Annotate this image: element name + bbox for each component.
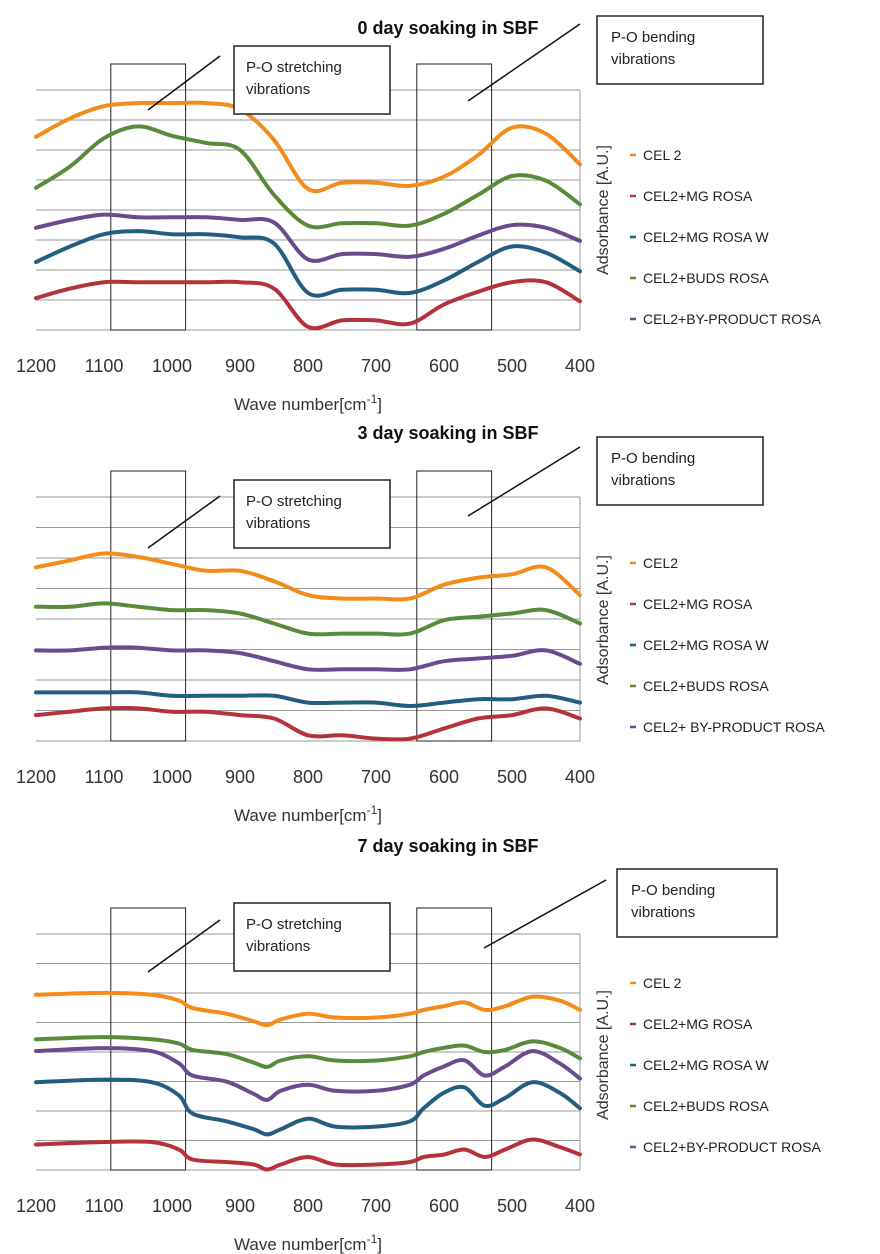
x-axis-label: Wave number[cm-1] — [234, 1232, 382, 1254]
bending-callout-text: P-O bending — [611, 29, 695, 46]
bending-callout-text: vibrations — [631, 904, 695, 921]
stretching-callout-line — [147, 495, 221, 549]
bending-callout-box — [616, 868, 778, 938]
bending-band — [416, 63, 493, 331]
series-line-4 — [34, 1046, 582, 1102]
x-tick-label: 700 — [361, 1196, 391, 1216]
stretching-callout-text: P-O stretching — [246, 59, 342, 76]
stretching-callout-text: P-O stretching — [246, 916, 342, 933]
chart-panel-2: 7 day soaking in SBF 1200 1100 1000 900 800 70… — [16, 836, 821, 1254]
bending-callout-text: P-O bending — [611, 450, 695, 467]
x-tick-label: 900 — [225, 1196, 255, 1216]
x-tick-label: 1100 — [85, 1196, 124, 1216]
stretching-band — [110, 470, 187, 742]
stretching-callout-text: P-O stretching — [246, 493, 342, 510]
legend-label: CEL2+MG ROSA W — [643, 637, 769, 653]
x-tick-label: 500 — [497, 1196, 527, 1216]
x-tick-label: 800 — [293, 356, 323, 376]
x-tick-label: 1000 — [152, 767, 192, 787]
bending-callout-box — [596, 15, 764, 85]
x-tick-label: 400 — [565, 356, 595, 376]
chart-panel-0: 0 day soaking in SBF 1200 1100 1000 900 800 70… — [16, 15, 821, 414]
bending-callout-line — [467, 446, 581, 517]
chart-title: 0 day soaking in SBF — [357, 18, 538, 38]
x-tick-label: 1000 — [152, 356, 192, 376]
bending-callout-text: vibrations — [611, 51, 675, 68]
stretching-callout-box — [233, 902, 391, 972]
stretching-band — [110, 63, 187, 331]
legend-label: CEL2+MG ROSA — [643, 1016, 753, 1032]
legend-label: CEL2+MG ROSA W — [643, 1057, 769, 1073]
series-line-0 — [34, 551, 582, 602]
chart-title: 3 day soaking in SBF — [357, 423, 538, 443]
legend-label: CEL2+BUDS ROSA — [643, 1098, 769, 1114]
series-line-0 — [34, 990, 582, 1028]
x-tick-label: 1100 — [85, 767, 124, 787]
x-tick-label: 900 — [225, 356, 255, 376]
series-line-1 — [34, 705, 582, 742]
x-tick-label: 1000 — [152, 1196, 192, 1216]
bending-callout-box — [596, 436, 764, 506]
x-tick-label: 1100 — [85, 356, 124, 376]
x-tick-label: 700 — [361, 356, 391, 376]
series-line-3 — [34, 1035, 582, 1069]
legend-label: CEL2+MG ROSA W — [643, 229, 769, 245]
series-line-0 — [34, 100, 582, 194]
legend-label: CEL2+BY-PRODUCT ROSA — [643, 1139, 821, 1155]
stretching-callout-line — [147, 919, 221, 973]
x-tick-label: 1200 — [16, 1196, 56, 1216]
series-line-2 — [34, 1077, 582, 1137]
bending-callout-line — [467, 23, 581, 102]
series-line-4 — [34, 212, 582, 263]
x-tick-label: 800 — [293, 767, 323, 787]
y-axis-label: Adsorbance [A.U.] — [595, 145, 612, 275]
series-line-3 — [34, 601, 582, 637]
x-tick-label: 600 — [429, 356, 459, 376]
x-tick-label: 1200 — [16, 767, 56, 787]
chart-panel-1: 3 day soaking in SBF 1200 1100 1000 900 800 70… — [16, 423, 825, 825]
legend-label: CEL 2 — [643, 975, 682, 991]
x-tick-label: 500 — [497, 356, 527, 376]
legend-label: CEL2+BUDS ROSA — [643, 678, 769, 694]
series-line-1 — [34, 278, 582, 331]
legend-label: CEL2+MG ROSA — [643, 188, 753, 204]
stretching-callout-line — [147, 55, 221, 111]
x-tick-label: 400 — [565, 1196, 595, 1216]
y-axis-label: Adsorbance [A.U.] — [595, 555, 612, 685]
x-tick-label: 700 — [361, 767, 391, 787]
legend-label: CEL2+BUDS ROSA — [643, 270, 769, 286]
series-line-2 — [34, 690, 582, 708]
bending-band — [416, 907, 493, 1171]
y-axis-label: Adsorbance [A.U.] — [595, 990, 612, 1120]
x-tick-label: 500 — [497, 767, 527, 787]
series-line-3 — [34, 124, 582, 230]
stretching-callout-box — [233, 479, 391, 549]
series-line-4 — [34, 645, 582, 672]
stretching-callout-box — [233, 45, 391, 115]
legend-label: CEL2+MG ROSA — [643, 596, 753, 612]
legend-label: CEL2+BY-PRODUCT ROSA — [643, 311, 821, 327]
bending-callout-text: P-O bending — [631, 882, 715, 899]
chart-title: 7 day soaking in SBF — [357, 836, 538, 856]
x-tick-label: 600 — [429, 767, 459, 787]
x-tick-label: 400 — [565, 767, 595, 787]
legend-label: CEL 2 — [643, 147, 682, 163]
stretching-callout-text: vibrations — [246, 515, 310, 532]
stretching-callout-text: vibrations — [246, 938, 310, 955]
stretching-callout-text: vibrations — [246, 81, 310, 98]
legend-label: CEL2+ BY-PRODUCT ROSA — [643, 719, 825, 735]
series-line-1 — [34, 1137, 582, 1172]
bending-callout-line — [483, 879, 607, 949]
x-tick-label: 600 — [429, 1196, 459, 1216]
x-axis-label: Wave number[cm-1] — [234, 803, 382, 825]
x-tick-label: 800 — [293, 1196, 323, 1216]
legend-label: CEL2 — [643, 555, 678, 571]
bending-callout-text: vibrations — [611, 472, 675, 489]
bending-band — [416, 470, 493, 742]
x-tick-label: 1200 — [16, 356, 56, 376]
x-axis-label: Wave number[cm-1] — [234, 392, 382, 414]
series-line-2 — [34, 229, 582, 298]
x-tick-label: 900 — [225, 767, 255, 787]
